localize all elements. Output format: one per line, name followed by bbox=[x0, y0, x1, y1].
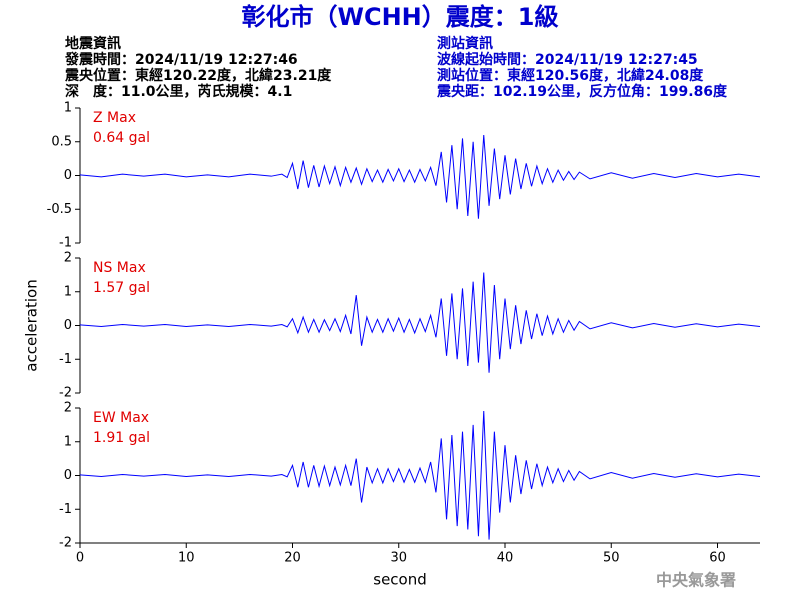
y-tick-label: 1 bbox=[64, 434, 72, 449]
y-tick-label: -1 bbox=[59, 236, 72, 251]
y-tick-label: -0.5 bbox=[47, 202, 72, 217]
max-label: NS Max bbox=[93, 260, 146, 276]
chart-title: 彰化市（WCHH）震度：1級 bbox=[242, 3, 559, 31]
y-tick-label: 2 bbox=[64, 251, 72, 266]
x-axis-label: second bbox=[373, 571, 427, 589]
info-line: 測站資訊 bbox=[437, 35, 493, 52]
x-tick-label: 40 bbox=[497, 551, 514, 566]
y-tick-label: 0.5 bbox=[51, 134, 72, 149]
y-tick-label: -1 bbox=[59, 352, 72, 367]
x-tick-label: 0 bbox=[76, 551, 84, 566]
x-tick-label: 60 bbox=[709, 551, 726, 566]
x-tick-label: 10 bbox=[178, 551, 195, 566]
max-label: EW Max bbox=[93, 410, 149, 426]
y-tick-label: 0 bbox=[64, 318, 72, 333]
info-line: 震央位置：東經120.22度，北緯23.21度 bbox=[64, 67, 332, 84]
max-label: Z Max bbox=[93, 110, 136, 126]
y-tick-label: 1 bbox=[64, 101, 72, 116]
y-tick-label: 1 bbox=[64, 284, 72, 299]
y-tick-label: -2 bbox=[59, 386, 72, 401]
y-tick-label: 0 bbox=[64, 168, 72, 183]
info-line: 震央距：102.19公里，反方位角：199.86度 bbox=[436, 83, 728, 100]
x-tick-label: 30 bbox=[390, 551, 407, 566]
waveform bbox=[79, 411, 761, 540]
max-label: 0.64 gal bbox=[93, 130, 150, 146]
x-tick-label: 20 bbox=[284, 551, 301, 566]
info-line: 發震時間：2024/11/19 12:27:46 bbox=[64, 51, 298, 68]
watermark: 中央氣象署 bbox=[656, 571, 736, 590]
info-line: 地震資訊 bbox=[65, 35, 121, 52]
waveform bbox=[79, 134, 761, 219]
y-tick-label: 2 bbox=[64, 401, 72, 416]
y-tick-label: 0 bbox=[64, 468, 72, 483]
info-line: 波線起始時間：2024/11/19 12:27:45 bbox=[437, 51, 698, 68]
y-tick-label: -2 bbox=[59, 536, 72, 551]
y-tick-label: -1 bbox=[59, 502, 72, 517]
info-line: 測站位置：東經120.56度，北緯24.08度 bbox=[437, 67, 704, 84]
info-line: 深 度：11.0公里，芮氏規模：4.1 bbox=[65, 83, 292, 100]
waveform bbox=[79, 272, 761, 373]
y-axis-label: acceleration bbox=[23, 279, 41, 371]
max-label: 1.57 gal bbox=[93, 280, 150, 296]
max-label: 1.91 gal bbox=[93, 430, 150, 446]
x-tick-label: 50 bbox=[603, 551, 620, 566]
